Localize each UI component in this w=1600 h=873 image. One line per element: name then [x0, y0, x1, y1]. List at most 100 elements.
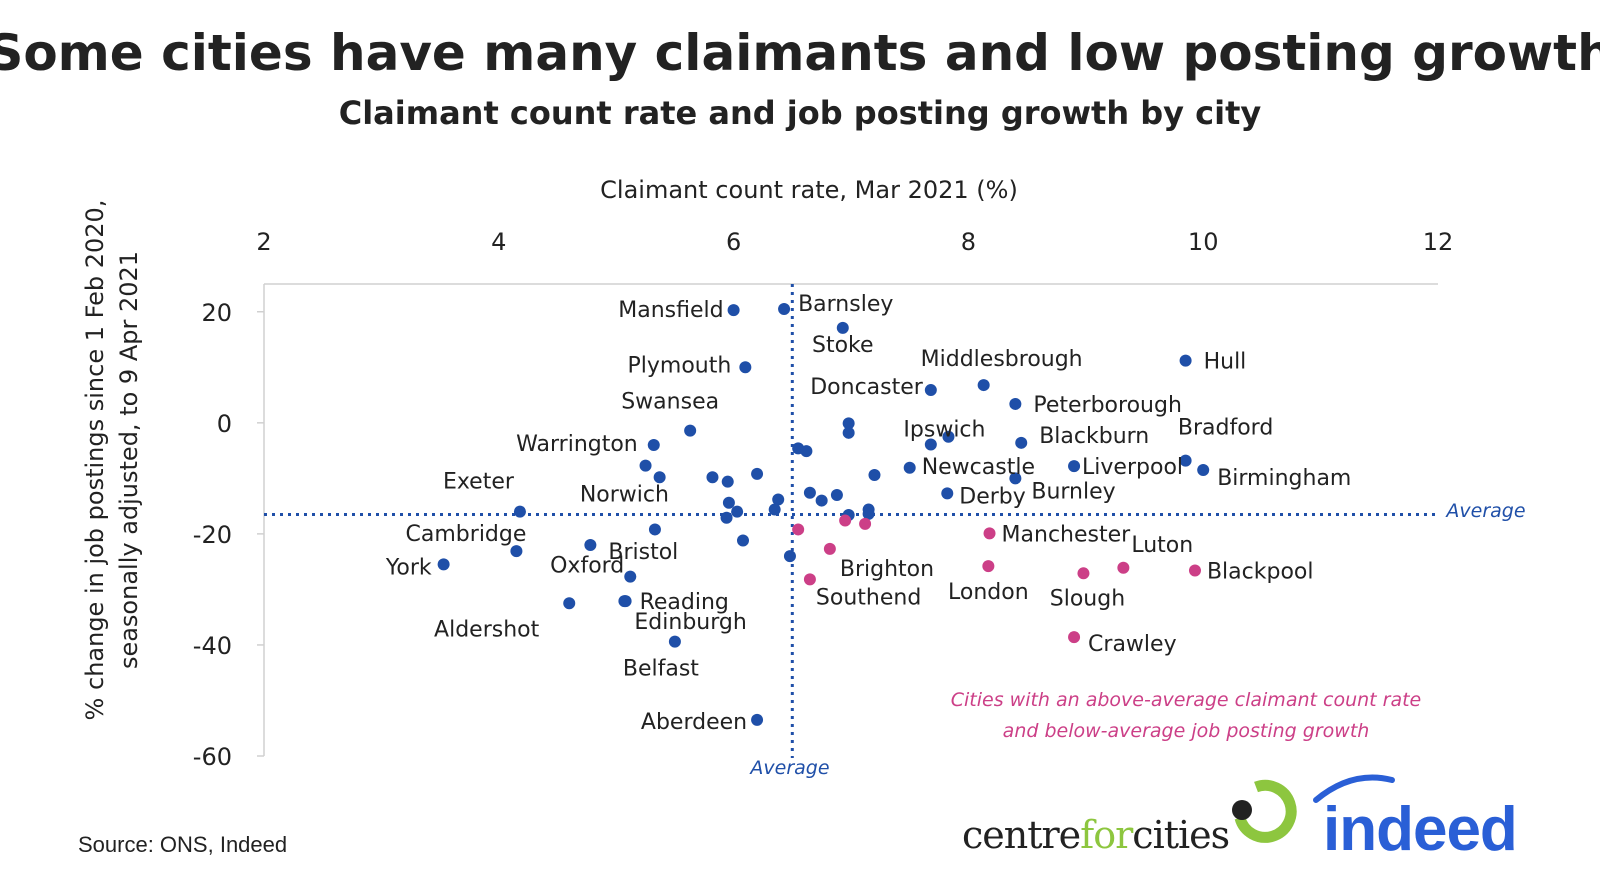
- label-blackburn: Blackburn: [1039, 424, 1149, 449]
- label-aberdeen: Aberdeen: [641, 710, 747, 735]
- point-unlabeled: [783, 550, 796, 563]
- label-mansfield: Mansfield: [618, 298, 723, 323]
- label-norwich: Norwich: [580, 482, 669, 507]
- label-southend: Southend: [816, 585, 921, 610]
- point-cambridge: [510, 545, 523, 558]
- chart-subtitle: Claimant count rate and job posting grow…: [339, 94, 1262, 132]
- point-aldershot: [563, 597, 576, 610]
- point-doncaster: [924, 384, 937, 397]
- label-crawley: Crawley: [1088, 632, 1177, 657]
- point-unlabeled: [736, 534, 749, 547]
- y-axis-label-line2-group: seasonally adjusted, to 9 Apr 2021: [115, 251, 143, 669]
- point-unlabeled: [924, 438, 937, 451]
- label-bristol: Bristol: [608, 540, 678, 565]
- point-stoke: [836, 321, 849, 334]
- label-london: London: [948, 580, 1029, 605]
- y-tick-label: -40: [193, 632, 232, 660]
- point-unlabeled: [706, 471, 719, 484]
- point-norwich: [648, 523, 661, 536]
- x-tick-label: 12: [1423, 228, 1454, 256]
- point-burnley: [1009, 472, 1022, 485]
- point-barnsley: [778, 302, 791, 315]
- dot-icon: [1232, 800, 1252, 820]
- point-unlabeled: [862, 507, 875, 520]
- point-aberdeen: [751, 713, 764, 726]
- point-peterborough: [1009, 397, 1022, 410]
- green-ring-icon: [1234, 779, 1297, 843]
- indeed-wordmark: indeed: [1323, 795, 1517, 864]
- point-brighton: [823, 542, 836, 555]
- point-edinburgh: [618, 595, 631, 608]
- point-unlabeled: [792, 523, 805, 536]
- label-warrington: Warrington: [516, 432, 638, 457]
- point-unlabeled: [815, 494, 828, 507]
- point-labels: Mansfield Barnsley Stoke Plymouth Hull Middle…: [385, 292, 1352, 735]
- point-hull: [1179, 354, 1192, 367]
- point-mansfield: [727, 304, 740, 317]
- label-manchester: Manchester: [1002, 522, 1132, 547]
- label-slough: Slough: [1050, 586, 1125, 611]
- point-unlabeled: [868, 469, 881, 482]
- label-brighton: Brighton: [840, 557, 934, 582]
- point-slough: [1077, 567, 1090, 580]
- point-york: [437, 558, 450, 571]
- point-birmingham: [1197, 464, 1210, 477]
- label-aldershot: Aldershot: [434, 617, 540, 642]
- data-points: [437, 302, 1210, 726]
- label-birmingham: Birmingham: [1217, 466, 1351, 491]
- label-ipswich: Ipswich: [903, 418, 985, 443]
- average-label-vertical: Average: [748, 757, 829, 779]
- point-liverpool: [1068, 460, 1081, 473]
- label-luton: Luton: [1131, 533, 1193, 558]
- highlight-note-line2: and below-average job posting growth: [1003, 720, 1370, 742]
- point-belfast: [668, 635, 681, 648]
- label-hull: Hull: [1204, 350, 1247, 375]
- point-unlabeled: [768, 503, 781, 516]
- y-tick-labels: 20 0 -20 -40 -60: [193, 299, 264, 771]
- indeed-logo: indeed: [1313, 774, 1518, 864]
- label-doncaster: Doncaster: [810, 375, 924, 400]
- centre-for-cities-logo: centreforcities: [962, 779, 1297, 857]
- point-unlabeled: [842, 426, 855, 439]
- point-unlabeled: [731, 505, 744, 518]
- point-plymouth: [739, 361, 752, 374]
- label-cambridge: Cambridge: [406, 522, 527, 547]
- point-unlabeled: [830, 489, 843, 502]
- y-tick-label: 0: [217, 410, 232, 438]
- point-derby: [941, 487, 954, 500]
- point-unlabeled: [653, 471, 666, 484]
- x-tick-label: 2: [256, 228, 271, 256]
- label-barnsley: Barnsley: [798, 292, 893, 317]
- y-axis-label-line1-group: % change in job postings since 1 Feb 202…: [81, 200, 109, 721]
- point-manchester: [983, 527, 996, 540]
- point-bradford: [1179, 454, 1192, 467]
- label-stoke: Stoke: [812, 333, 874, 358]
- point-unlabeled: [803, 486, 816, 499]
- label-belfast: Belfast: [623, 657, 699, 682]
- indeed-arc-icon: [1313, 774, 1395, 803]
- label-newcastle: Newcastle: [922, 455, 1035, 480]
- point-swansea: [684, 424, 697, 437]
- point-newcastle: [903, 461, 916, 474]
- point-unlabeled: [772, 493, 785, 506]
- point-bristol: [584, 538, 597, 551]
- label-edinburgh: Edinburgh: [634, 610, 746, 635]
- x-tick-label: 8: [961, 228, 976, 256]
- x-tick-label: 6: [726, 228, 741, 256]
- point-unlabeled: [722, 496, 735, 509]
- y-tick-label: -20: [193, 521, 232, 549]
- y-axis-label-line2: seasonally adjusted, to 9 Apr 2021: [115, 251, 143, 669]
- point-warrington: [647, 439, 660, 452]
- source-note: Source: ONS, Indeed: [78, 832, 287, 857]
- label-oxford: Oxford: [550, 554, 624, 579]
- point-unlabeled: [800, 445, 813, 458]
- y-tick-label: 20: [201, 299, 232, 327]
- point-exeter: [513, 505, 526, 518]
- label-peterborough: Peterborough: [1033, 393, 1182, 418]
- point-luton: [1117, 561, 1130, 574]
- point-unlabeled: [721, 475, 734, 488]
- point-blackburn: [1015, 436, 1028, 449]
- point-unlabeled: [842, 417, 855, 430]
- centre-for-cities-wordmark: centreforcities: [962, 813, 1229, 857]
- point-unlabeled: [839, 514, 852, 527]
